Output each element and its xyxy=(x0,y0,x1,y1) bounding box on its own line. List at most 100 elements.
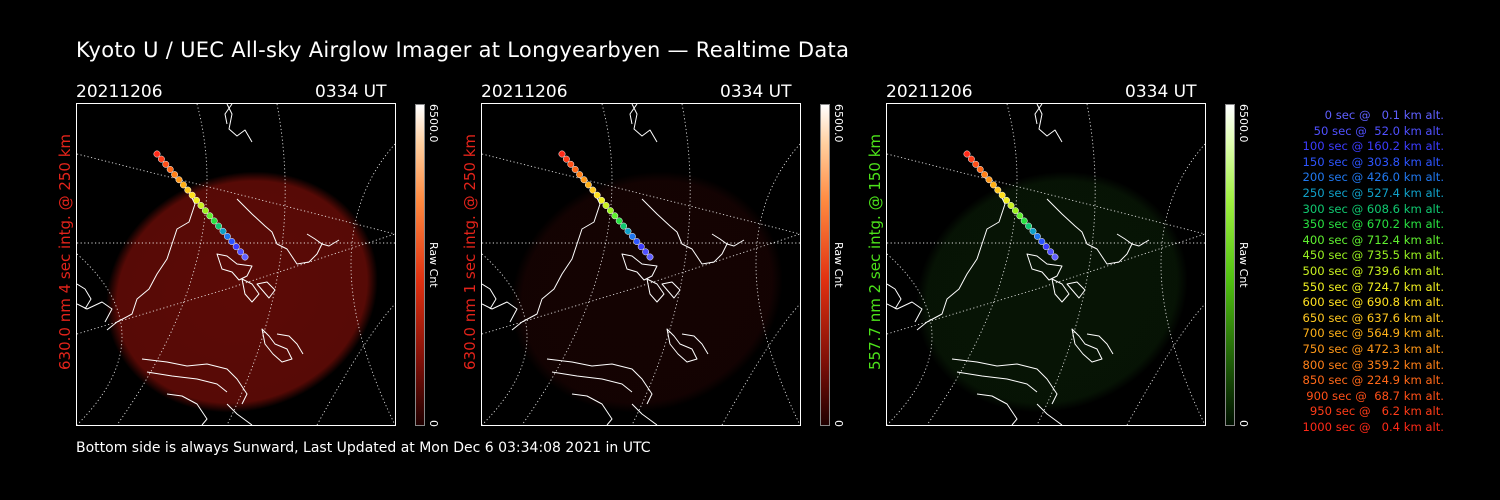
trajectory-point xyxy=(646,253,654,261)
allsky-image xyxy=(76,103,396,426)
legend-entry: 300 sec @ 608.6 km alt. xyxy=(1302,201,1444,216)
colorbar-unit-label: Raw Cnt xyxy=(832,242,845,288)
legend-entry: 250 sec @ 527.4 km alt. xyxy=(1302,185,1444,200)
trajectory-point xyxy=(1020,217,1028,225)
allsky-map xyxy=(887,104,1205,425)
legend-entry: 1000 sec @ 0.4 km alt. xyxy=(1302,419,1444,434)
trajectory-point xyxy=(637,243,645,251)
trajectory-point xyxy=(633,238,641,246)
wavelength-label: 630.0 nm 4 sec intg. @ 250 km xyxy=(56,133,74,370)
trajectory-point xyxy=(998,191,1006,199)
legend-entry: 750 sec @ 472.3 km alt. xyxy=(1302,341,1444,356)
trajectory-point xyxy=(615,217,623,225)
trajectory-point xyxy=(1007,202,1015,209)
trajectory-point xyxy=(1042,243,1050,251)
trajectory-point xyxy=(197,202,205,209)
allsky-map xyxy=(482,104,800,425)
panel-time: 0334 UT xyxy=(720,82,792,102)
trajectory-point xyxy=(571,165,579,173)
legend-entry: 200 sec @ 426.0 km alt. xyxy=(1302,170,1444,185)
colorbar xyxy=(415,104,425,426)
colorbar-min-label: 0 xyxy=(832,420,845,427)
imager-panel-3: 20211206 0334 UT 557.7 nm 2 sec intg. @ … xyxy=(0,0,1250,427)
trajectory-point xyxy=(963,150,971,158)
footer-note: Bottom side is always Sunward, Last Upda… xyxy=(76,440,651,456)
trajectory-point xyxy=(593,191,601,199)
page-title: Kyoto U / UEC All-sky Airglow Imager at … xyxy=(76,38,850,62)
trajectory-point xyxy=(584,181,592,189)
airglow-field xyxy=(511,171,783,413)
trajectory-point xyxy=(989,181,997,189)
trajectory-point xyxy=(162,160,170,168)
trajectory-point xyxy=(179,181,187,189)
airglow-field xyxy=(106,171,378,413)
trajectory-point xyxy=(598,196,606,204)
wavelength-label: 630.0 nm 1 sec intg. @ 250 km xyxy=(461,133,479,370)
trajectory-point xyxy=(223,232,231,240)
legend-entry: 950 sec @ 6.2 km alt. xyxy=(1309,404,1444,419)
trajectory-point xyxy=(1003,196,1011,204)
trajectory-point xyxy=(994,186,1002,194)
colorbar-min-label: 0 xyxy=(427,420,440,427)
trajectory-point xyxy=(589,186,597,194)
trajectory-point xyxy=(232,243,240,251)
trajectory-point xyxy=(567,160,575,168)
trajectory-point xyxy=(620,222,628,230)
trajectory-point xyxy=(580,176,588,184)
colorbar xyxy=(820,104,830,426)
trajectory-point xyxy=(1025,222,1033,230)
trajectory-legend: 0 sec @ 0.1 km alt. 50 sec @ 52.0 km alt.… xyxy=(1262,108,1444,435)
trajectory-point xyxy=(628,232,636,240)
legend-entry: 400 sec @ 712.4 km alt. xyxy=(1302,232,1444,247)
imager-panel-2: 20211206 0334 UT 630.0 nm 1 sec intg. @ … xyxy=(0,0,845,427)
trajectory-point xyxy=(1011,207,1019,215)
trajectory-point xyxy=(171,171,179,179)
legend-entry: 550 sec @ 724.7 km alt. xyxy=(1302,279,1444,294)
trajectory-point xyxy=(602,202,610,209)
legend-entry: 350 sec @ 670.2 km alt. xyxy=(1302,217,1444,232)
legend-entry: 600 sec @ 690.8 km alt. xyxy=(1302,295,1444,310)
allsky-map xyxy=(77,104,395,425)
trajectory-point xyxy=(981,171,989,179)
legend-entry: 50 sec @ 52.0 km alt. xyxy=(1313,123,1444,138)
legend-entry: 650 sec @ 637.6 km alt. xyxy=(1302,310,1444,325)
panel-date: 20211206 xyxy=(886,82,973,102)
trajectory-point xyxy=(1047,248,1055,256)
trajectory-point xyxy=(562,155,570,163)
wavelength-label: 557.7 nm 2 sec intg. @ 150 km xyxy=(866,133,884,370)
trajectory-point xyxy=(985,176,993,184)
colorbar-max-label: 6500.0 xyxy=(1237,104,1250,143)
colorbar-unit-label: Raw Cnt xyxy=(427,242,440,288)
legend-entry: 450 sec @ 735.5 km alt. xyxy=(1302,248,1444,263)
legend-entry: 850 sec @ 224.9 km alt. xyxy=(1302,373,1444,388)
trajectory-point xyxy=(219,227,227,235)
trajectory-point xyxy=(976,165,984,173)
airglow-field xyxy=(916,171,1188,413)
colorbar-unit-label: Raw Cnt xyxy=(1237,242,1250,288)
panel-date: 20211206 xyxy=(76,82,163,102)
trajectory-point xyxy=(201,207,209,215)
trajectory-point xyxy=(188,191,196,199)
trajectory-point xyxy=(210,217,218,225)
colorbar-max-label: 6500.0 xyxy=(832,104,845,143)
trajectory-point xyxy=(241,253,249,261)
allsky-image xyxy=(886,103,1206,426)
trajectory-point xyxy=(606,207,614,215)
panel-time: 0334 UT xyxy=(1125,82,1197,102)
trajectory-point xyxy=(1051,253,1059,261)
allsky-image xyxy=(481,103,801,426)
legend-entry: 700 sec @ 564.9 km alt. xyxy=(1302,326,1444,341)
trajectory-point xyxy=(237,248,245,256)
legend-entry: 150 sec @ 303.8 km alt. xyxy=(1302,154,1444,169)
trajectory-point xyxy=(1033,232,1041,240)
trajectory-point xyxy=(193,196,201,204)
legend-entry: 100 sec @ 160.2 km alt. xyxy=(1302,139,1444,154)
trajectory-point xyxy=(153,150,161,158)
colorbar-max-label: 6500.0 xyxy=(427,104,440,143)
trajectory-point xyxy=(206,212,214,220)
trajectory-point xyxy=(642,248,650,256)
trajectory-point xyxy=(576,171,584,179)
trajectory-point xyxy=(228,238,236,246)
colorbar xyxy=(1225,104,1235,426)
trajectory-point xyxy=(1016,212,1024,220)
